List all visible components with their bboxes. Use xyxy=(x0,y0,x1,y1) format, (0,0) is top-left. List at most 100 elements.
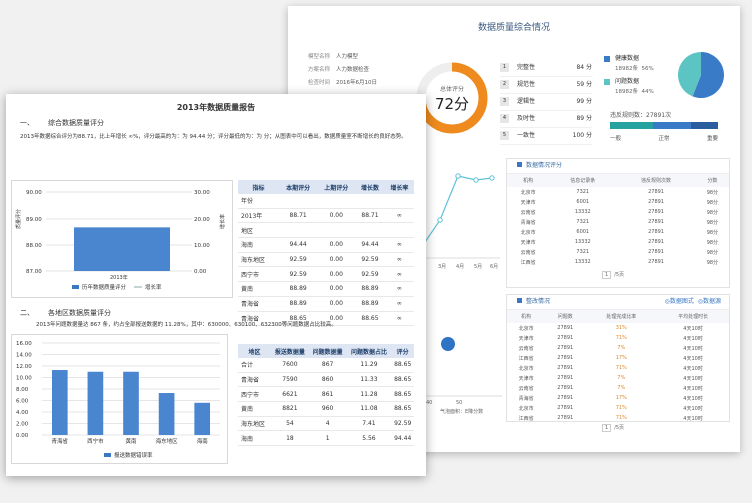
table-cell: 88.65 xyxy=(391,386,414,403)
table-cell: 6001 xyxy=(576,199,590,205)
region-bar xyxy=(123,371,139,435)
table-cell: 云南省 xyxy=(518,345,534,352)
trend-point xyxy=(473,177,479,183)
y-tick: 12.00 xyxy=(16,364,32,370)
table-row: 北京市 27891 31% 4天10时 xyxy=(507,323,729,333)
trend-point xyxy=(455,173,461,179)
table-row: 云南省 27891 7% 4天10时 xyxy=(507,343,729,353)
section-1-text: 2013年数据综合评分为88.71，比上年增长 ∞%，评分最高的为：为 94.4… xyxy=(20,134,407,140)
table-cell: 7590 xyxy=(271,372,309,388)
table-cell: 88.89 xyxy=(279,296,318,312)
y-tick: 0.00 xyxy=(16,433,29,439)
table-cell: 4天10时 xyxy=(683,355,703,362)
table-header: 地区 报送数据量 问题数据量 问题数据占比 评分 xyxy=(238,344,414,358)
view-links[interactable]: ◎数据图式 ◎数据源 xyxy=(664,298,721,305)
table-cell: 青海省 xyxy=(520,219,536,226)
rectification-pager[interactable]: 1/5页 xyxy=(507,424,729,432)
legend-bar-swatch xyxy=(104,453,111,457)
table-cell: 92.59 xyxy=(391,416,414,432)
table-cell: 西宁市 xyxy=(238,386,272,403)
region-bar xyxy=(158,393,175,435)
table-row: 天津市 27891 71% 4天10时 xyxy=(507,333,729,343)
table-cell: 17% xyxy=(615,395,627,401)
score-chart-svg: 质量评分 增长率 90.00 89.00 88.00 87.00 30.00 2… xyxy=(15,190,226,291)
table-cell: 青海省 xyxy=(238,296,280,312)
table-cell: 13332 xyxy=(574,259,591,265)
table-cell: 98分 xyxy=(706,239,719,246)
table-cell xyxy=(355,194,385,209)
table-cell: 27891 xyxy=(648,249,664,255)
table-cell: 92.59 xyxy=(279,266,318,283)
chart1-legend-bar: 历年数据质量评分 xyxy=(82,283,127,291)
table-cell: ∞ xyxy=(384,252,414,268)
table-cell: 7% xyxy=(617,345,626,351)
trend-x-tick: 3月 xyxy=(438,264,446,270)
table-cell: 0.00 xyxy=(317,266,356,283)
left-tick: 88.00 xyxy=(26,243,42,249)
table-cell: 4天10时 xyxy=(683,405,703,412)
score-pager[interactable]: 1/5页 xyxy=(507,271,729,279)
table-cell xyxy=(384,222,414,239)
table-cell: 98分 xyxy=(706,229,719,236)
chart2-legend: 报送数据错误率 xyxy=(114,451,153,459)
table-cell xyxy=(317,222,356,239)
score-chart: 质量评分 增长率 90.00 89.00 88.00 87.00 30.00 2… xyxy=(11,180,233,298)
chart1-x-label: 2013年 xyxy=(110,274,128,281)
report-title: 2013年数据质量报告 xyxy=(176,103,256,112)
table-cell: 海东地区 xyxy=(238,416,272,432)
table-cell: ∞ xyxy=(384,266,414,283)
left-tick: 89.00 xyxy=(26,217,42,223)
table-cell: 88.89 xyxy=(355,296,385,312)
bubble-x-tick: 40 xyxy=(426,400,432,406)
trend-line xyxy=(426,175,493,242)
table-cell: 黄南 xyxy=(238,401,272,417)
table-row: 青海省 88.89 0.00 88.89 ∞ xyxy=(238,296,414,312)
table-cell: 98分 xyxy=(706,189,719,196)
table-row: 黄南 8821 960 11.08 88.65 xyxy=(238,401,414,417)
table-cell: 4天10时 xyxy=(683,395,703,402)
y-tick: 8.00 xyxy=(16,387,29,393)
left-tick: 87.00 xyxy=(26,269,42,275)
severity-seg-major xyxy=(690,122,718,129)
table-cell: 860 xyxy=(308,372,347,388)
trend-x-tick: 6月 xyxy=(490,264,498,270)
table-cell: 北京市 xyxy=(518,325,534,332)
table-cell: 海南 xyxy=(238,237,280,253)
table-cell: 861 xyxy=(308,386,347,403)
severity-labels: 一般 正常 重要 xyxy=(610,136,718,142)
table-cell: 27891 xyxy=(557,345,574,351)
region-bar xyxy=(87,371,104,435)
section-1-heading: 一、 综合数据质量评分 xyxy=(20,119,104,127)
region-label: 西宁市 xyxy=(87,437,104,445)
table-cell: 27891 xyxy=(557,405,574,411)
table-cell: 27891 xyxy=(557,375,574,381)
table-cell: 88.71 xyxy=(355,208,385,224)
table-cell: 7% xyxy=(617,385,626,391)
table-cell: 88.65 xyxy=(391,358,414,373)
table-cell: 98分 xyxy=(706,249,719,256)
table-cell: 海南 xyxy=(238,430,272,447)
score-table-report: 指标 本期评分 上期评分 增长数 增长率 年份 2013年 88.71 0.00 88.71 ∞ 地… xyxy=(238,180,414,327)
table-cell: 0.00 xyxy=(317,281,356,297)
table-row: 江西省 27891 17% 4天10时 xyxy=(507,353,729,363)
table-cell: 合计 xyxy=(238,358,272,373)
dimension-row: 5 一致性 100 分 xyxy=(500,128,592,145)
region-label: 海南 xyxy=(197,437,209,445)
table-cell: 青海省 xyxy=(238,372,272,388)
y-tick: 10.00 xyxy=(16,376,32,382)
table-cell: 2013年 xyxy=(238,208,280,224)
y-tick: 14.00 xyxy=(16,353,32,359)
score-panel-title: 数据情况评分 xyxy=(526,162,563,169)
table-row: 云南省 7321 27891 98分 xyxy=(507,247,729,257)
table-cell: ∞ xyxy=(384,281,414,297)
table-cell: 31% xyxy=(615,325,627,331)
table-cell: 0.00 xyxy=(317,208,356,224)
table-cell: 71% xyxy=(615,415,627,421)
region-bar xyxy=(194,402,211,435)
table-cell: 11.33 xyxy=(346,372,392,388)
table-cell: 960 xyxy=(308,401,347,417)
table-row: 合计 7600 867 11.29 88.65 xyxy=(238,358,414,373)
table-cell: 8821 xyxy=(271,401,309,417)
gauge-label: 总体评分 xyxy=(440,85,464,93)
table-cell: ∞ xyxy=(384,237,414,253)
